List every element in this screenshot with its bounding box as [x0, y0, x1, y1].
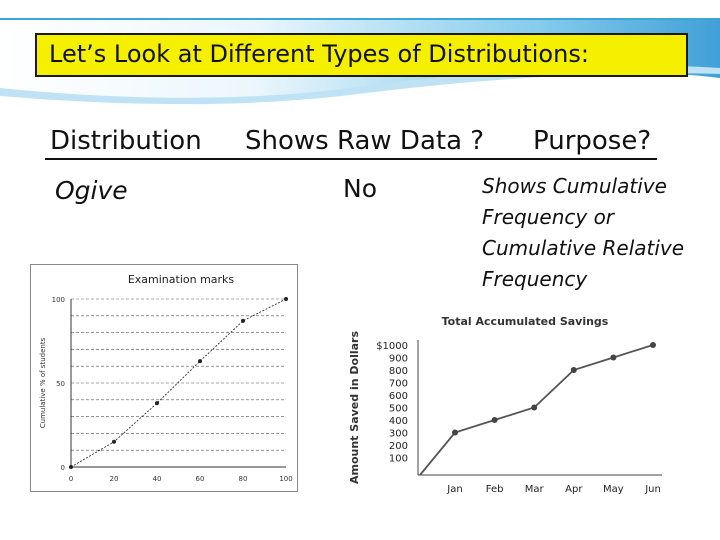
- savings-data-point: [531, 404, 538, 411]
- purpose-line-4: Frequency: [482, 267, 588, 291]
- purpose-line-1: Shows Cumulative: [482, 174, 667, 198]
- ogive-y-tick-label: 0: [61, 464, 65, 472]
- purpose-line-3: Cumulative Relative: [482, 236, 685, 260]
- header-underline: [45, 158, 657, 160]
- savings-x-tick-label: Jun: [644, 484, 661, 495]
- header-distribution: Distribution: [50, 126, 202, 156]
- savings-data-point: [650, 342, 656, 348]
- ogive-x-tick-label: 100: [279, 475, 292, 483]
- cell-distribution-ogive: Ogive: [55, 176, 128, 205]
- savings-x-tick-label: May: [603, 484, 624, 495]
- ogive-series-line: [70, 298, 287, 468]
- savings-x-tick-label: Apr: [565, 484, 583, 495]
- savings-x-tick-label: Jan: [446, 484, 462, 495]
- savings-data-point: [491, 417, 498, 423]
- savings-y-tick-label: 700: [389, 379, 408, 390]
- ogive-y-tick-label: 100: [52, 296, 65, 304]
- savings-chart-frame: Total Accumulated Savings $1000 900 800 700 6…: [340, 305, 670, 500]
- savings-series-line: [419, 344, 654, 476]
- ogive-chart-frame: Examination marks 0 50 100 0 20 40 60 80 100 Cumul…: [30, 264, 298, 492]
- ogive-data-point: [69, 465, 73, 469]
- savings-y-tick-label: 900: [389, 354, 408, 365]
- header-purpose: Purpose?: [533, 126, 652, 156]
- ogive-y-tick-label: 50: [56, 380, 65, 388]
- savings-y-tick-label: 500: [389, 404, 408, 415]
- savings-data-point: [452, 429, 458, 436]
- ogive-data-point: [284, 297, 288, 301]
- ogive-data-point: [241, 318, 245, 323]
- savings-title: Total Accumulated Savings: [442, 315, 609, 328]
- ogive-data-point: [198, 359, 202, 364]
- cell-shows-raw-data: No: [343, 174, 377, 203]
- savings-x-tick-label: Feb: [486, 484, 504, 495]
- ogive-data-point: [112, 439, 116, 444]
- savings-y-tick-label: 200: [389, 441, 408, 452]
- savings-x-tick-label: Mar: [525, 484, 545, 495]
- ogive-x-tick-label: 0: [69, 475, 73, 483]
- savings-data-point: [570, 367, 577, 373]
- ogive-y-axis-label: Cumulative % of students: [39, 337, 47, 428]
- ogive-data-point: [155, 401, 159, 406]
- ogive-x-tick-label: 80: [239, 475, 248, 483]
- savings-y-tick-label: 400: [389, 416, 408, 427]
- slide-title: Let’s Look at Different Types of Distrib…: [49, 40, 589, 68]
- ogive-title: Examination marks: [128, 273, 235, 286]
- ogive-x-tick-label: 20: [110, 475, 119, 483]
- savings-y-axis-label: Amount Saved in Dollars: [348, 331, 361, 484]
- ogive-x-tick-label: 40: [153, 475, 162, 483]
- savings-y-tick-label: 800: [389, 366, 408, 377]
- savings-y-tick-label: 600: [389, 391, 408, 402]
- savings-data-point: [610, 354, 617, 361]
- purpose-line-2: Frequency or: [482, 205, 615, 229]
- title-box: Let’s Look at Different Types of Distrib…: [35, 33, 688, 77]
- savings-y-tick-label: 300: [389, 429, 408, 440]
- savings-y-tick-label: $1000: [376, 341, 408, 352]
- ogive-x-tick-label: 60: [196, 475, 205, 483]
- savings-y-tick-label: 100: [389, 454, 408, 465]
- ogive-chart: Examination marks 0 50 100 0 20 40 60 80 100 Cumul…: [39, 273, 293, 483]
- header-shows-raw-data: Shows Raw Data ?: [245, 126, 485, 156]
